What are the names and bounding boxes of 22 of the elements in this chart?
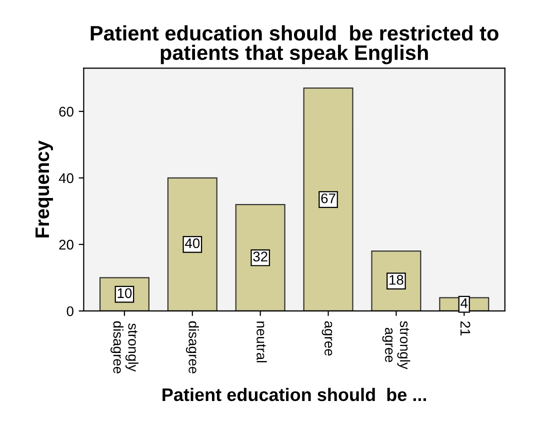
data-label: 40 bbox=[184, 238, 200, 248]
x-tick-label: disagree bbox=[186, 321, 199, 374]
data-label: 4 bbox=[460, 298, 468, 308]
bar bbox=[303, 88, 354, 311]
x-tick-label: agree bbox=[322, 321, 332, 356]
y-tick-label: 20 bbox=[59, 240, 74, 250]
data-label: 10 bbox=[118, 288, 132, 298]
bar bbox=[167, 177, 218, 311]
x-tick-label: neutral bbox=[256, 322, 267, 362]
chart-title: Patient education should be restricted to patients that speak English bbox=[90, 25, 498, 64]
data-label: 18 bbox=[390, 274, 404, 285]
y-tick-label: 0 bbox=[66, 306, 74, 316]
data-label: 67 bbox=[321, 193, 336, 204]
y-axis-title: Frequency bbox=[36, 140, 53, 238]
x-axis-title: Patient education should be ... bbox=[162, 388, 426, 402]
data-label: 32 bbox=[253, 252, 268, 262]
x-tick-label: 21 bbox=[460, 321, 470, 336]
bar bbox=[235, 204, 286, 311]
y-tick-label: 60 bbox=[59, 106, 74, 117]
x-tick-label: strongly disagree bbox=[110, 321, 138, 374]
x-tick-label: strongly agree bbox=[382, 321, 410, 370]
y-tick-label: 40 bbox=[58, 173, 74, 184]
